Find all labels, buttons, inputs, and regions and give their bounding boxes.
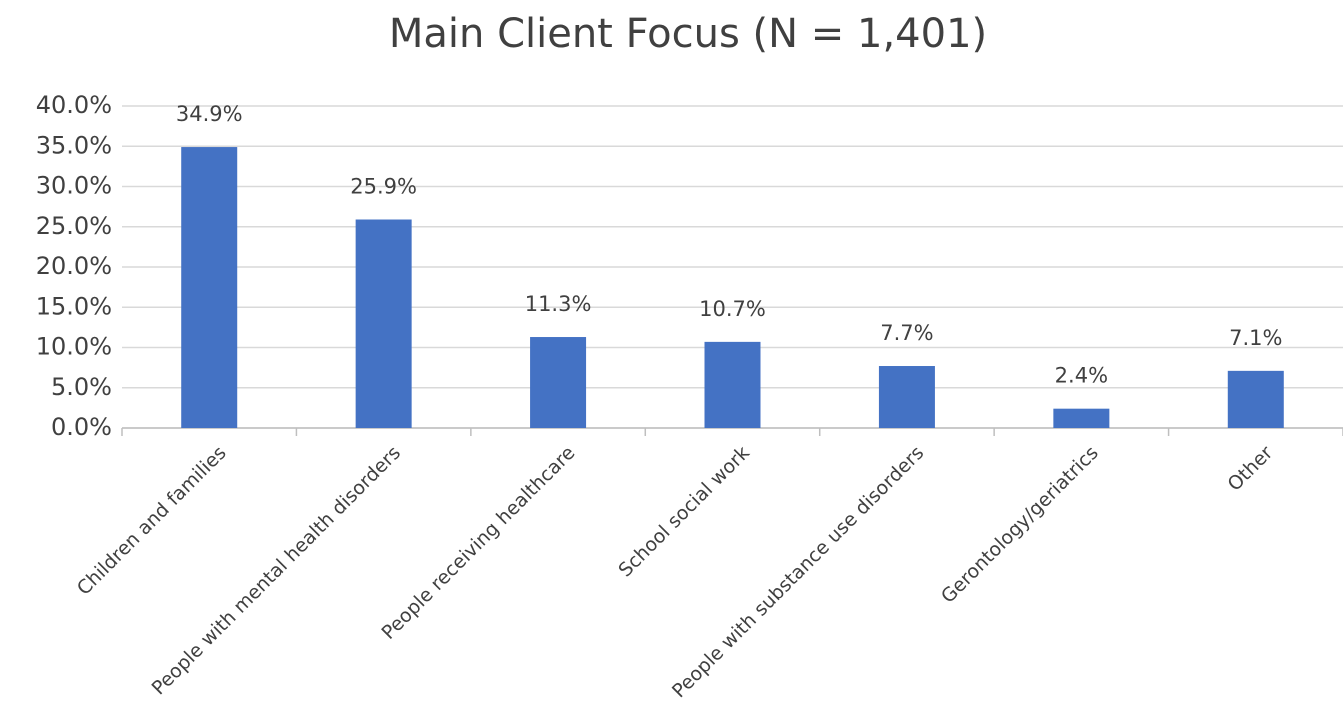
x-tick-label: Gerontology/geriatrics [937,442,1103,608]
chart-title: Main Client Focus (N = 1,401) [389,11,987,57]
y-tick-label: 15.0% [36,292,112,320]
y-tick-label: 25.0% [36,212,112,240]
value-label: 34.9% [176,102,243,126]
x-tick-label: School social work [614,442,754,582]
y-tick-label: 30.0% [36,172,112,200]
bar [181,147,238,428]
y-tick-label: 10.0% [36,333,112,361]
value-label: 25.9% [350,175,417,199]
value-label: 2.4% [1055,364,1108,388]
value-label: 7.7% [880,321,933,345]
y-tick-label: 35.0% [36,131,112,159]
value-label: 10.7% [699,297,766,321]
x-tick-label: People receiving healthcare [378,442,580,644]
bar [1053,408,1110,428]
x-tick-label: Children and families [73,442,231,600]
x-tick-label: Other [1224,442,1278,496]
bar [530,337,587,428]
bar [1227,370,1284,428]
value-label: 11.3% [525,292,592,316]
bar [355,219,412,428]
y-tick-label: 5.0% [51,373,112,401]
bar [878,366,935,428]
value-label: 7.1% [1229,326,1282,350]
y-tick-label: 20.0% [36,252,112,280]
bar [704,341,761,428]
y-tick-label: 40.0% [36,91,112,119]
y-tick-label: 0.0% [51,413,112,441]
